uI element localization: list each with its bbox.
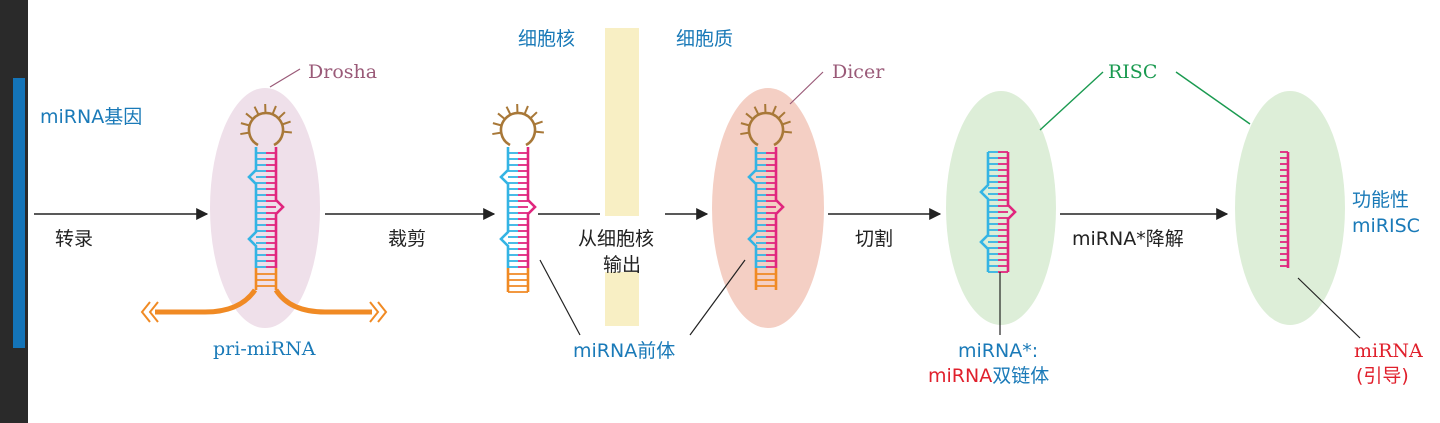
leader-dicer xyxy=(789,71,824,105)
guide-mirna-strand xyxy=(1280,151,1290,268)
pri-mirna-hairpin xyxy=(240,103,292,290)
strand-backbone-pink xyxy=(774,147,785,268)
dicer-bound-pre-mirna xyxy=(740,103,792,290)
strand-backbone-pink xyxy=(1006,152,1017,272)
cytoplasm-label: 细胞质 xyxy=(676,28,733,50)
drosha-ellipse xyxy=(210,88,320,328)
mirna-duplex xyxy=(979,151,1017,273)
left-edge-accent xyxy=(13,78,25,348)
terminal-loop xyxy=(492,103,544,147)
risc-ellipse-1 xyxy=(946,91,1056,325)
mirna-gene-label: miRNA基因 xyxy=(40,106,142,128)
strand-backbone-blue xyxy=(499,147,510,268)
duplex-label-red: miRNA xyxy=(928,365,992,387)
base-pairs-orange xyxy=(508,273,528,293)
leader-guide xyxy=(1297,277,1361,339)
dicer-ellipse xyxy=(712,88,824,328)
duplex-label-blue: 双链体 xyxy=(992,365,1049,387)
strand-backbone-pink xyxy=(526,147,537,268)
export-label-line2: 输出 xyxy=(603,254,641,276)
pri-mirna-label: pri-miRNA xyxy=(213,338,316,360)
duplex-label-line2: miRNA双链体 xyxy=(928,365,1049,387)
leader-risc-a xyxy=(1039,71,1104,131)
nucleus-boundary-bottom xyxy=(605,272,639,326)
drosha-label: Drosha xyxy=(308,61,377,83)
pri-mirna-arms xyxy=(155,288,372,315)
leader-risc-b xyxy=(1175,71,1251,125)
dicer-label: Dicer xyxy=(832,61,885,83)
base-pairs-orange xyxy=(756,273,776,287)
risc-label: RISC xyxy=(1108,61,1157,83)
cleavage-label: 切割 xyxy=(855,228,893,250)
duplex-label-line1: miRNA*: xyxy=(958,340,1038,362)
base-pairs-pink xyxy=(266,152,276,268)
base-pairs-pink xyxy=(1280,151,1288,267)
leader-pre-mirna-a xyxy=(539,259,581,336)
strand-backbone-blue xyxy=(747,147,758,268)
base-pairs-pink xyxy=(766,152,776,268)
star-degradation-label: miRNA*降解 xyxy=(1072,228,1184,250)
export-label-line1: 从细胞核 xyxy=(578,228,654,250)
functional-label-line1: 功能性 xyxy=(1352,189,1409,211)
base-pairs-blue xyxy=(756,152,766,268)
transcription-label: 转录 xyxy=(55,228,93,250)
nucleus-label: 细胞核 xyxy=(518,28,575,50)
strand-backbone-pink xyxy=(274,147,285,268)
base-pairs-orange xyxy=(256,273,276,287)
terminal-loop xyxy=(240,103,292,147)
pre-mirna-label: miRNA前体 xyxy=(573,340,675,362)
pre-mirna-hairpin xyxy=(492,103,544,293)
base-pairs-blue xyxy=(988,151,998,273)
base-pairs-pink xyxy=(998,151,1008,273)
leader-pre-mirna-b xyxy=(689,259,746,336)
strand-backbone-blue xyxy=(247,147,258,268)
cropping-label: 裁剪 xyxy=(388,228,426,250)
guide-label-line2: (引导) xyxy=(1356,365,1409,387)
guide-label-line1: miRNA xyxy=(1354,340,1423,362)
terminal-loop xyxy=(740,103,792,147)
leader-drosha xyxy=(269,68,301,88)
pri-mirna-arm-ends xyxy=(140,301,388,323)
base-pairs-blue xyxy=(256,152,266,268)
functional-label-line2: miRISC xyxy=(1352,215,1420,237)
base-pairs-pink xyxy=(518,152,528,268)
nucleus-boundary-top xyxy=(605,28,639,216)
risc-ellipse-2 xyxy=(1235,91,1345,325)
strand-backbone-blue xyxy=(979,152,990,272)
base-pairs-blue xyxy=(508,152,518,268)
